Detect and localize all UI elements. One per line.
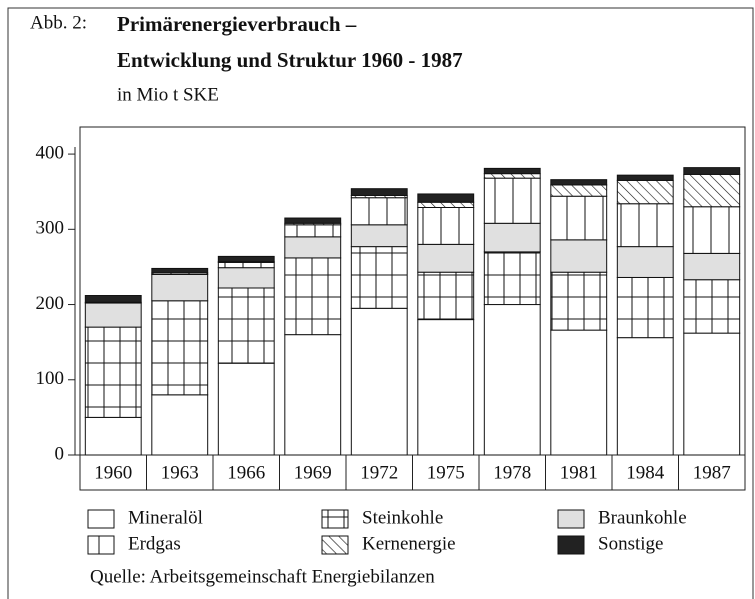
y-tick-label: 0 [55,443,65,464]
bar-segment [417,319,475,456]
bar-segment [483,167,541,175]
legend-swatch [321,509,349,529]
bar-segment [151,300,209,396]
bar-segment [483,251,541,306]
x-tick-label: 1978 [493,462,531,483]
chart-subtitle: in Mio t SKE [117,84,219,105]
bar-segment [483,177,541,224]
x-tick-label: 1972 [360,462,398,483]
legend-swatch [321,535,349,555]
y-tick-label: 200 [36,293,65,314]
legend-swatch [557,509,585,529]
bar-segment [550,184,608,197]
bar-segment [616,246,674,278]
bar-segment [284,334,342,456]
legend-swatch [87,509,115,529]
bar-segment [217,362,275,456]
x-tick-label: 1987 [693,462,731,483]
bar-segment [350,188,408,196]
legend-label: Mineralöl [128,507,203,528]
legend-label: Kernenergie [362,533,456,554]
bar-segment [616,203,674,248]
bar-segment [417,206,475,245]
legend-label: Erdgas [128,533,181,554]
legend-swatch [87,535,115,555]
legend-label: Sonstige [598,533,663,554]
bar-segment [151,267,209,274]
bar-segment [683,173,741,208]
bar-segment [84,295,142,303]
x-tick-label: 1963 [161,462,199,483]
bar-segment [417,193,475,203]
legend-swatch [557,535,585,555]
bar-segment [284,236,342,259]
chart-title: Entwicklung und Struktur 1960 - 1987 [117,48,463,72]
bar-segment [217,261,275,269]
bar-segment [683,206,741,254]
legend-label: Steinkohle [362,507,443,528]
bar-segment [217,267,275,289]
bar-segment [217,287,275,364]
frame [7,7,754,599]
bar-segment [550,329,608,456]
bar-segment [350,246,408,309]
x-tick-label: 1960 [94,462,132,483]
bar-segment [483,173,541,179]
bar-segment [683,279,741,334]
bar-segment [284,217,342,224]
y-tick-label: 400 [36,142,65,163]
legend-label: Braunkohle [598,507,687,528]
bar-segment [683,252,741,281]
bar-segment [84,326,142,418]
bar-segment [683,167,741,175]
bar-segment [284,224,342,238]
bar-segment [683,332,741,456]
bar-segment [550,239,608,273]
x-tick-label: 1969 [294,462,332,483]
bar-segment [284,257,342,336]
bar-segment [417,201,475,208]
bar-segment [616,179,674,205]
y-tick-label: 300 [36,218,65,239]
x-tick-label: 1981 [560,462,598,483]
bar-segment [483,304,541,456]
bar-segment [616,276,674,339]
bar-segment [483,222,541,253]
bar-segment [84,302,142,328]
bar-segment [616,337,674,456]
figure-label: Abb. 2: [30,12,87,33]
y-tick-label: 100 [36,368,65,389]
bar-segment [550,195,608,241]
bar-segment [151,394,209,456]
bar-segment [217,255,275,263]
bar-segment [84,416,142,456]
bar-segment [151,273,209,302]
bar-segment [616,174,674,181]
x-tick-label: 1984 [626,462,665,483]
bar-segment [417,271,475,321]
bar-segment [350,224,408,248]
bar-segment [350,197,408,226]
bar-segment [550,271,608,331]
x-tick-label: 1975 [427,462,465,483]
x-tick-label: 1966 [227,462,265,483]
bar-segment [350,307,408,456]
bar-segment [417,243,475,273]
source: Quelle: Arbeitsgemeinschaft Energiebilan… [90,566,435,587]
chart-title: Primärenergieverbrauch – [117,12,357,36]
bar-segment [550,179,608,186]
